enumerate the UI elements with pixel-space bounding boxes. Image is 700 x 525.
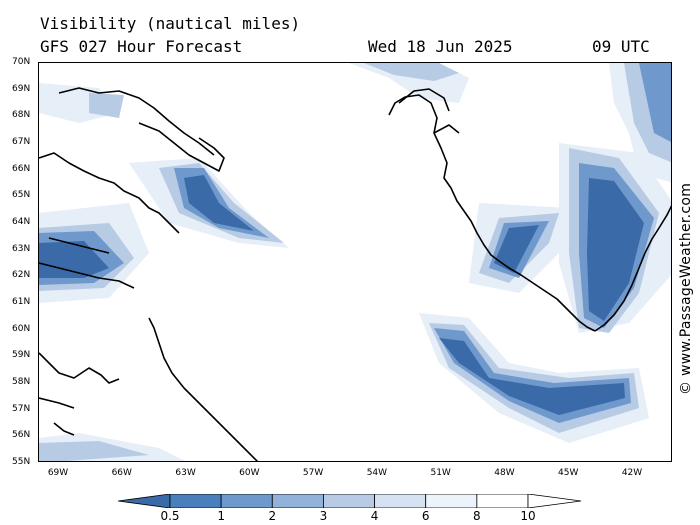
baffin-coast-east — [138, 122, 225, 172]
latitude-label: 68N — [12, 110, 31, 121]
legend-swatch — [220, 494, 273, 508]
longitude-label: 51W — [430, 468, 451, 478]
latitude-label: 62N — [12, 270, 31, 281]
longitude-label: 42W — [621, 468, 643, 478]
longitude-label: 45W — [558, 468, 579, 478]
hudson-strait-coast — [39, 237, 135, 289]
forecast-date: Wed 18 Jun 2025 — [368, 37, 513, 56]
legend-swatch — [527, 494, 582, 508]
baffin-coast — [39, 87, 215, 234]
legend-swatch — [271, 494, 324, 508]
longitude-label: 48W — [494, 468, 515, 478]
forecast-time: 09 UTC — [592, 37, 650, 56]
legend-swatch — [476, 494, 529, 508]
visibility-dark-layer — [39, 175, 644, 415]
legend-label: 3 — [319, 509, 328, 523]
longitude-label: 60W — [239, 468, 260, 478]
map-canvas — [39, 63, 671, 461]
latitude-label: 67N — [12, 137, 31, 147]
quebec-coast — [39, 352, 120, 409]
visibility-legend — [118, 494, 582, 508]
labrador-coast — [148, 317, 259, 461]
credit-text: © www.PassageWeather.com — [678, 182, 694, 395]
longitude-label: 63W — [175, 468, 196, 478]
greenland-coast-east — [594, 205, 671, 332]
latitude-label: 63N — [12, 243, 31, 254]
legend-swatch — [169, 494, 222, 508]
latitude-label: 57N — [12, 403, 31, 414]
latitude-label: 64N — [12, 217, 31, 227]
legend-swatch — [425, 494, 478, 508]
latitude-label: 69N — [12, 83, 31, 94]
chart-title: Visibility (nautical miles) — [40, 14, 301, 33]
legend-label: 2 — [268, 509, 277, 523]
latitude-label: 66N — [12, 163, 31, 174]
latitude-label: 61N — [12, 297, 31, 307]
legend-swatch — [118, 494, 171, 508]
forecast-label: GFS 027 Hour Forecast — [40, 37, 243, 56]
latitude-label: 65N — [12, 190, 31, 201]
latitude-label: 55N — [12, 457, 31, 467]
longitude-label: 69W — [47, 468, 69, 478]
legend-swatch — [374, 494, 427, 508]
legend-swatch — [323, 494, 375, 508]
longitude-label: 54W — [366, 468, 388, 478]
legend-label: 4 — [370, 509, 379, 523]
latitude-label: 58N — [12, 377, 31, 387]
legend-label: 8 — [473, 509, 481, 523]
longitude-label: 57W — [302, 468, 324, 478]
greenland-coast-west — [388, 94, 596, 332]
legend-label: 10 — [520, 509, 536, 523]
visibility-map — [38, 62, 672, 462]
legend-label: 6 — [421, 509, 430, 523]
greenland-coast-north — [398, 88, 460, 134]
legend-label: 0.5 — [160, 509, 180, 523]
latitude-label: 60N — [12, 323, 31, 334]
latitude-label: 70N — [12, 57, 31, 67]
latitude-label: 59N — [12, 350, 31, 361]
newfoundland-coast — [53, 422, 75, 436]
latitude-label: 56N — [12, 430, 31, 441]
coastline-layer — [39, 87, 671, 461]
longitude-label: 66W — [111, 468, 132, 478]
legend-label: 1 — [217, 509, 225, 523]
